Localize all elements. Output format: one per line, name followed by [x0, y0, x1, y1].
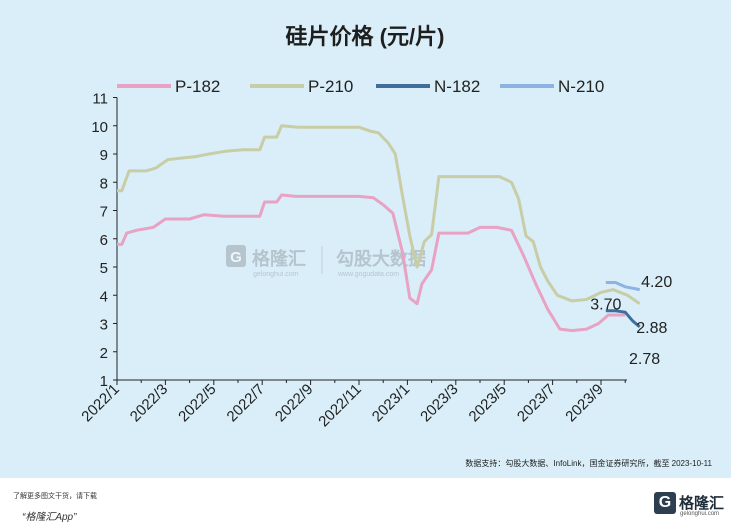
footer-logo-icon: G: [654, 492, 676, 514]
y-tick-label: 4: [100, 288, 108, 305]
data-label: 3.70: [590, 297, 621, 314]
series-line-n-182: [605, 309, 641, 329]
series-line-p-182: [117, 193, 626, 333]
legend-label: P-182: [175, 77, 220, 96]
y-tick-label: 3: [100, 317, 108, 334]
x-tick-label: 2023/3: [417, 381, 461, 425]
watermark-logo-icon: [226, 245, 246, 267]
data-label: 2.88: [636, 320, 667, 337]
x-tick-label: 2023/1: [369, 381, 413, 425]
chart: 硅片价格 (元/片) P-182 P-210 N-182 N-210 G 格隆汇 ge…: [78, 24, 712, 468]
y-tick-label: 2: [100, 345, 108, 362]
legend-label: P-210: [308, 77, 353, 96]
y-tick-label: 11: [92, 91, 108, 108]
chart-title: 硅片价格 (元/片): [286, 24, 445, 49]
data-label: 4.20: [641, 274, 672, 291]
x-tick-label: 2022/9: [272, 381, 316, 425]
footer-download-hint: 了解更多图文干货，请下载: [13, 493, 97, 500]
watermark-data-sub: www.gogudata.com: [337, 271, 399, 278]
watermark-brand: 格隆汇: [252, 248, 306, 269]
watermark-brand-sub: gelonghui.com: [253, 271, 299, 278]
x-tick-label: 2023/9: [562, 381, 606, 425]
x-tick-label: 2022/3: [127, 381, 171, 425]
x-tick-label: 2022/11: [315, 381, 365, 431]
footer: 了解更多图文干货，请下载 “格隆汇App” G 格隆汇 gelonghui.co…: [0, 478, 731, 532]
series-line-n-210: [605, 281, 640, 292]
watermark-logo-letter: G: [230, 249, 242, 266]
footer-app-name: “格隆汇App”: [22, 512, 77, 523]
y-tick-label: 10: [91, 119, 108, 136]
data-label: 2.78: [629, 351, 660, 368]
chart-card: 硅片价格 (元/片) P-182 P-210 N-182 N-210 G 格隆汇 ge…: [0, 0, 731, 478]
x-tick-label: 2022/7: [224, 381, 268, 425]
y-tick-label: 8: [100, 175, 108, 192]
x-tick-label: 2022/5: [175, 381, 219, 425]
y-tick-label: 6: [100, 232, 108, 249]
series-layer: [117, 124, 641, 333]
watermark: G 格隆汇 gelonghui.com 勾股大数据 www.gogudata.c…: [226, 245, 426, 278]
y-tick-label: 7: [100, 204, 108, 221]
source-note: 数据支持：勾股大数据、InfoLink，国金证券研究所，截至 2023-10-1…: [465, 458, 712, 468]
series-line-p-210: [117, 124, 641, 305]
legend: P-182 P-210 N-182 N-210: [117, 77, 604, 96]
y-tick-label: 5: [100, 260, 108, 277]
data-labels: 4.20 3.70 2.88 2.78: [590, 274, 672, 368]
x-tick-label: 2023/7: [514, 381, 558, 425]
x-tick-label: 2023/5: [466, 381, 510, 425]
legend-label: N-182: [434, 77, 480, 96]
footer-logo-sub: gelonghui.com: [680, 511, 720, 517]
footer-logo-text: 格隆汇: [679, 495, 725, 512]
y-tick-label: 1: [100, 373, 108, 390]
legend-label: N-210: [558, 77, 604, 96]
y-tick-label: 9: [100, 147, 108, 164]
